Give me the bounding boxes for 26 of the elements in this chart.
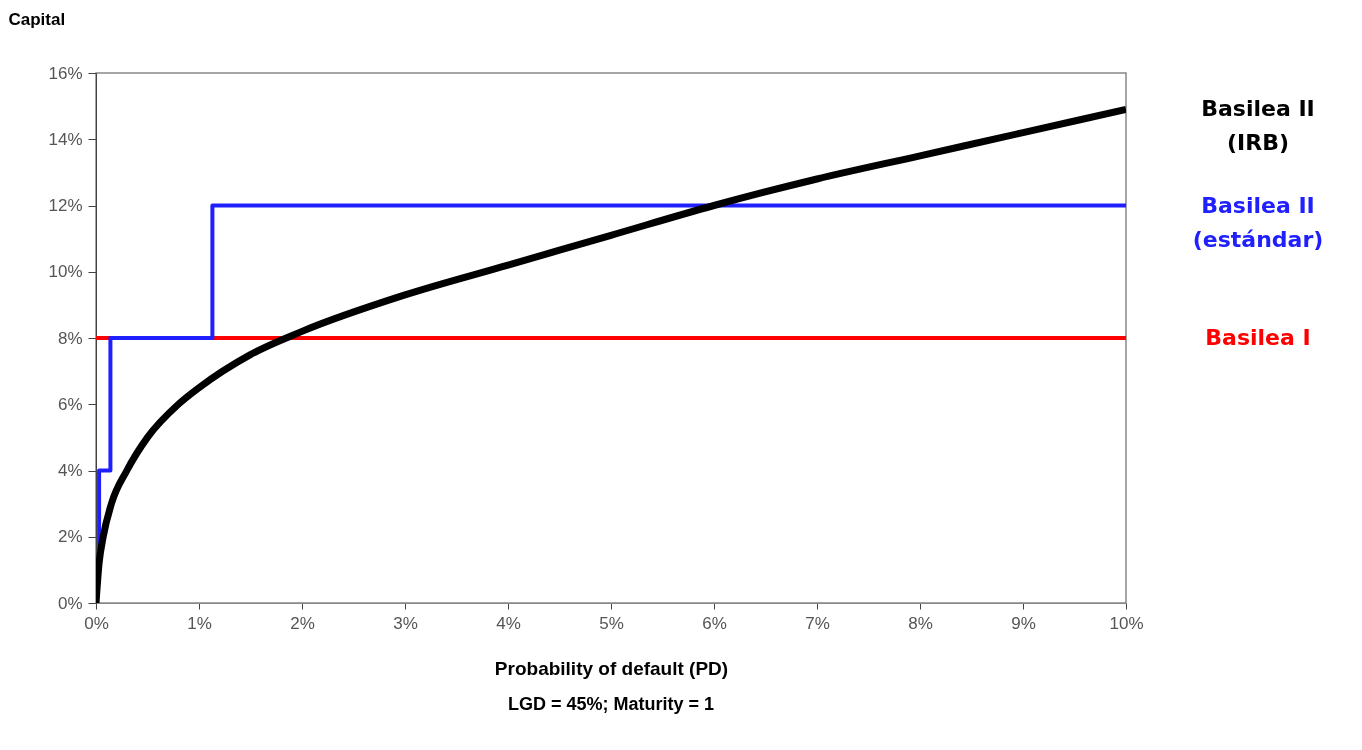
x-tick-label: 6% — [702, 613, 727, 633]
x-tick-label: 7% — [805, 613, 830, 633]
x-tick-label: 9% — [1011, 613, 1036, 633]
y-tick-label: 4% — [57, 461, 83, 480]
x-tick-label: 3% — [393, 613, 418, 633]
y-tick-label: 14% — [48, 129, 83, 149]
text: LGD = 45%; Maturity = 1 — [507, 694, 715, 714]
text: Basilea II (IRB) — [1201, 96, 1315, 156]
x-tick-label: 0% — [84, 613, 109, 633]
x-tick-label: 5% — [599, 613, 624, 633]
y-axis-title: Capital — [8, 9, 66, 29]
x-axis-title: Probability of default (PD) — [494, 657, 729, 679]
x-tick-label: 8% — [908, 613, 933, 633]
y-tick-label: 16% — [48, 63, 83, 83]
x-tick-label: 2% — [290, 613, 315, 633]
text: Basilea I — [1205, 325, 1311, 350]
y-tick-label: 0% — [57, 593, 83, 613]
x-tick-label: 4% — [496, 613, 521, 633]
y-tick-label: 8% — [57, 328, 83, 348]
y-tick-label: 10% — [48, 262, 83, 282]
x-tick-label: 1% — [187, 613, 212, 633]
y-tick-label: 2% — [57, 527, 83, 547]
y-tick-label: 6% — [57, 394, 83, 414]
x-tick-label: 10% — [1109, 613, 1144, 633]
y-tick-label: 12% — [48, 196, 83, 215]
text: Basilea II (estándar) — [1192, 192, 1324, 252]
